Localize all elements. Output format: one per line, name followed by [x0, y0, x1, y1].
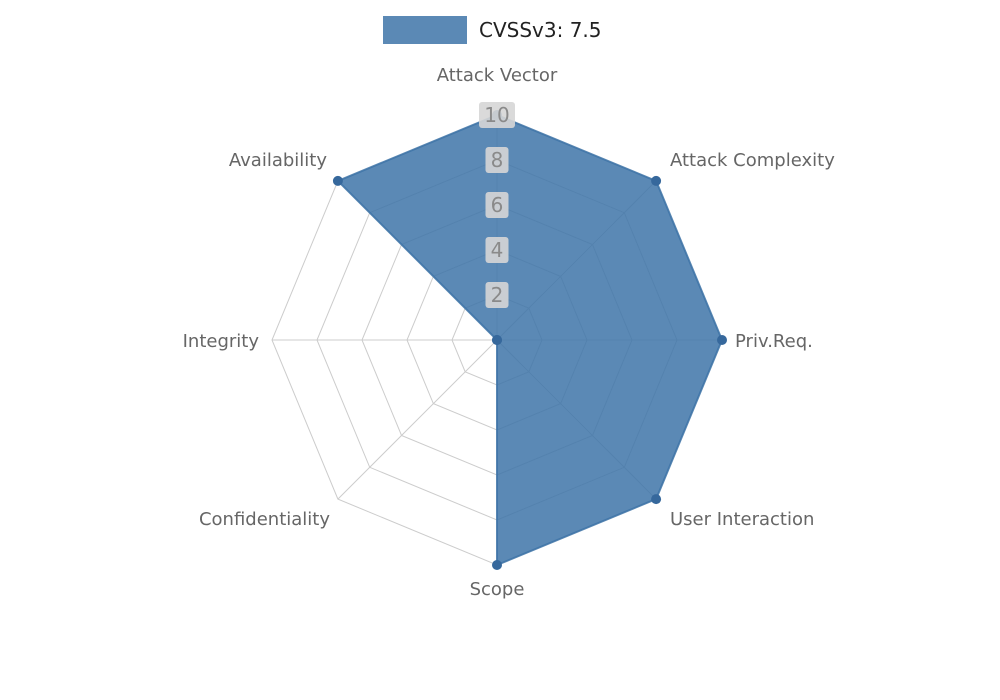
legend-swatch-icon: [383, 16, 467, 44]
radial-tick-label: 6: [491, 193, 504, 217]
legend-label: CVSSv3: 7.5: [479, 18, 602, 42]
axis-label: Scope: [470, 579, 525, 600]
grid-spoke: [337, 339, 498, 500]
radar-series-marker: [651, 494, 662, 505]
axis-label: Integrity: [183, 331, 260, 352]
radar-series-marker: [717, 335, 727, 345]
radial-tick-box: [485, 192, 509, 218]
radial-tick-label: 4: [491, 238, 504, 262]
radial-tick-label: 2: [491, 283, 504, 307]
radar-series-marker: [492, 560, 502, 570]
radial-tick-box: [485, 147, 509, 173]
legend-item[interactable]: CVSSv3: 7.5: [383, 16, 602, 44]
axis-label: Attack Complexity: [670, 150, 835, 171]
radar-series-marker: [492, 335, 502, 345]
axis-label: Availability: [229, 150, 327, 171]
axis-label: Attack Vector: [437, 65, 558, 86]
radar-series-area: [336, 114, 723, 566]
radar-series-marker: [651, 175, 662, 186]
radial-tick-label: 10: [484, 103, 509, 127]
axis-label: Priv.Req.: [735, 331, 813, 352]
radar-series-marker: [332, 175, 343, 186]
radial-tick-box: [485, 237, 509, 263]
radial-tick-box: [485, 282, 509, 308]
axis-label: User Interaction: [670, 509, 814, 530]
radial-tick-label: 8: [491, 148, 504, 172]
axis-label: Confidentiality: [199, 509, 330, 530]
radial-tick-box: [479, 102, 515, 128]
